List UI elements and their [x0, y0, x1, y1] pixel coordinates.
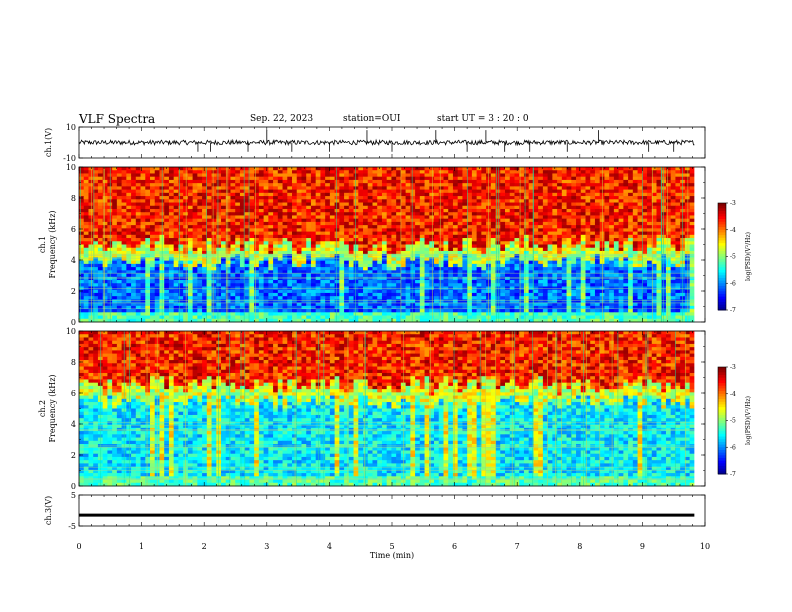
x-tick-label: 1: [139, 542, 144, 551]
x-tick-label: 0: [76, 542, 81, 551]
y-tick-label: 0: [71, 318, 76, 327]
colorbar-tick-label: -4: [730, 227, 736, 234]
x-tick-label: 6: [452, 542, 457, 551]
y-tick-label: 10: [66, 123, 76, 132]
y-axis-label: ch.1(V): [44, 128, 53, 157]
colorbar-tick-label: -6: [730, 280, 736, 287]
x-axis-label: Time (min): [370, 551, 414, 560]
panel-frame-4: [78, 494, 706, 527]
y-tick-label: 10: [66, 163, 76, 172]
start-ut-label: start UT = 3 : 20 : 0: [437, 114, 529, 124]
y-tick-label: -5: [68, 522, 76, 531]
colorbar-tick-label: -7: [730, 471, 736, 478]
x-tick-label: 10: [700, 542, 710, 551]
colorbar-ch1: [717, 202, 728, 311]
colorbar-tick-label: -3: [730, 364, 736, 371]
y-tick-label: 2: [71, 287, 76, 296]
spectrogram-ch2-panel: [79, 331, 705, 487]
y-axis-label: ch.1: [38, 236, 47, 253]
colorbar-label: log(PSD)(V²/Hz): [745, 396, 752, 445]
x-tick-label: 3: [264, 542, 269, 551]
station-label: station=OUI: [343, 114, 401, 124]
spectrogram-ch1-panel: [79, 167, 705, 323]
chart-title: VLF Spectra: [79, 112, 156, 126]
colorbar-tick-label: -6: [730, 444, 736, 451]
colorbar-tick-label: -7: [730, 307, 736, 314]
y-axis-label: ch.2: [38, 400, 47, 417]
y-axis-label: ch.3(V): [44, 496, 53, 525]
ch1-trace: [78, 138, 695, 147]
colorbar-label: log(PSD)(V²/Hz): [745, 232, 752, 281]
colorbar-tick-label: -3: [730, 200, 736, 207]
y-tick-label: 8: [71, 194, 76, 203]
ch1-waveform-panel: [78, 130, 695, 152]
x-tick-label: 4: [327, 542, 332, 551]
x-tick-label: 8: [577, 542, 582, 551]
y-tick-label: 0: [71, 482, 76, 491]
y-tick-label: 10: [66, 327, 76, 336]
y-tick-label: 4: [71, 256, 76, 265]
x-tick-label: 9: [640, 542, 645, 551]
x-tick-label: 2: [202, 542, 207, 551]
colorbar-tick-label: -4: [730, 391, 736, 398]
x-tick-label: 7: [515, 542, 520, 551]
y-tick-label: -10: [63, 154, 76, 163]
y-tick-label: 2: [71, 451, 76, 460]
date-label: Sep. 22, 2023: [250, 114, 314, 124]
y-tick-label: 4: [71, 420, 76, 429]
colorbar-tick-label: -5: [730, 418, 736, 425]
y-tick-label: 6: [71, 389, 76, 398]
x-tick-label: 5: [389, 542, 394, 551]
y-tick-label: 6: [71, 225, 76, 234]
y-axis-label: Frequency (kHz): [48, 210, 57, 278]
colorbar-ch2: [717, 366, 728, 475]
y-tick-label: 5: [71, 491, 76, 500]
y-tick-label: 8: [71, 358, 76, 367]
colorbar-tick-label: -5: [730, 254, 736, 261]
y-axis-label: Frequency (kHz): [48, 374, 57, 442]
